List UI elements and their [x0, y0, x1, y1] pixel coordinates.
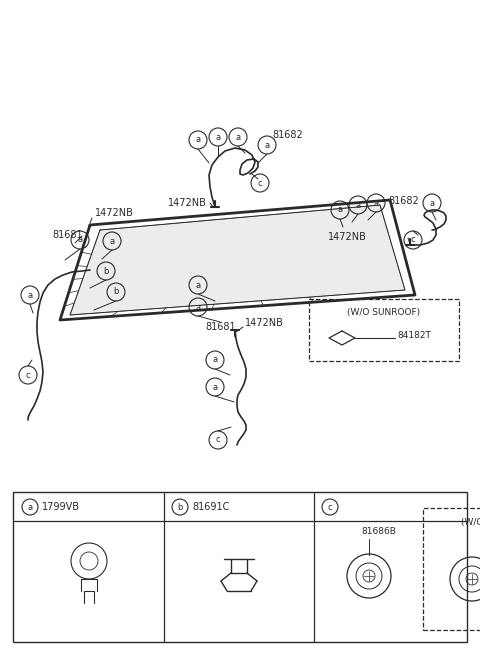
Text: a: a	[27, 291, 33, 299]
Text: 1472NB: 1472NB	[95, 208, 134, 218]
Text: c: c	[411, 236, 415, 244]
Text: 1472NB: 1472NB	[245, 318, 284, 328]
Text: 1799VB: 1799VB	[42, 502, 80, 512]
Text: a: a	[195, 280, 201, 290]
Text: 81686B: 81686B	[361, 527, 396, 536]
Text: a: a	[77, 236, 83, 244]
Text: a: a	[213, 356, 217, 364]
Text: a: a	[195, 303, 201, 312]
Text: a: a	[264, 141, 270, 149]
Text: b: b	[103, 267, 108, 276]
Text: c: c	[258, 179, 262, 187]
Text: a: a	[213, 383, 217, 392]
Text: a: a	[195, 136, 201, 145]
Text: a: a	[109, 236, 115, 246]
Text: b: b	[113, 288, 119, 297]
Text: 81682: 81682	[388, 196, 419, 206]
Text: 81681: 81681	[52, 230, 83, 240]
Text: 81682: 81682	[272, 130, 303, 140]
Text: a: a	[373, 198, 379, 208]
Text: b: b	[177, 502, 183, 512]
Text: c: c	[216, 436, 220, 445]
Text: a: a	[337, 206, 343, 214]
Text: a: a	[27, 502, 33, 512]
Text: a: a	[235, 132, 240, 141]
Text: c: c	[26, 371, 30, 379]
Text: c: c	[328, 502, 332, 512]
Text: (W/O SUNROOF): (W/O SUNROOF)	[461, 519, 480, 527]
Polygon shape	[70, 205, 405, 315]
Text: a: a	[355, 200, 360, 210]
Text: (W/O SUNROOF): (W/O SUNROOF)	[348, 307, 420, 316]
Text: 81681: 81681	[205, 322, 236, 332]
Text: a: a	[216, 132, 221, 141]
Text: 81691C: 81691C	[192, 502, 229, 512]
Text: 84182T: 84182T	[397, 331, 431, 341]
Text: a: a	[430, 198, 434, 208]
Text: 1472NB: 1472NB	[168, 198, 207, 208]
Text: 1472NB: 1472NB	[328, 232, 367, 242]
